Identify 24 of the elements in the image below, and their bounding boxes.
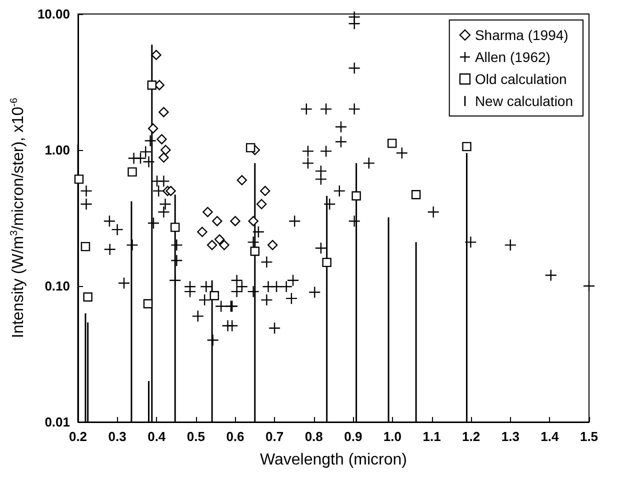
y-tick-label: 1.00 [44, 142, 70, 158]
x-tick-label: 1.2 [462, 429, 480, 444]
x-tick-label: 0.5 [186, 429, 205, 444]
y-axis-title: Intensity (W/m3/micron/ster), x10-6 [9, 97, 28, 338]
x-tick-label: 0.4 [148, 429, 166, 444]
y-tick-label: 10.00 [37, 6, 70, 22]
x-tick-label: 0.3 [108, 429, 126, 444]
y-tick-label: 0.10 [44, 278, 70, 294]
x-tick-label: 0.8 [304, 429, 323, 444]
legend-label: Allen (1962) [474, 49, 550, 65]
x-tick-label: 1.5 [580, 429, 598, 444]
x-axis-title: Wavelength (micron) [260, 452, 408, 468]
legend-label: Old calculation [474, 71, 567, 87]
x-tick-label: 0.2 [68, 429, 88, 444]
y-tick-label: 0.01 [44, 414, 70, 430]
legend-label: New calculation [474, 93, 574, 109]
x-tick-label: 1.4 [540, 429, 560, 444]
x-tick-label: 0.9 [344, 429, 362, 444]
x-tick-label: 1.1 [422, 429, 441, 444]
x-tick-label: 1.3 [501, 429, 520, 444]
x-tick-label: 1.0 [383, 429, 402, 444]
x-tick-label: 0.7 [266, 429, 284, 444]
legend-label: Sharma (1994) [474, 27, 568, 43]
x-tick-label: 0.6 [226, 429, 244, 444]
